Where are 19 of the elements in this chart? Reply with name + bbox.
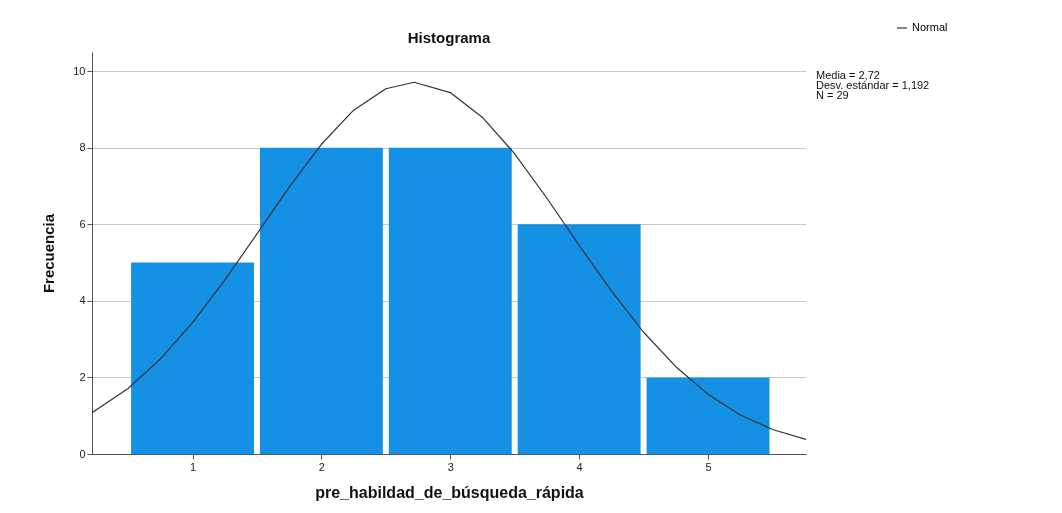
x-tick-label: 5 bbox=[705, 460, 712, 473]
legend-label: Normal bbox=[912, 21, 948, 33]
x-tick-label: 2 bbox=[318, 460, 325, 473]
y-tick-label: 4 bbox=[79, 294, 86, 307]
y-tick-label: 6 bbox=[79, 217, 86, 230]
chart-title: Histograma bbox=[407, 29, 491, 46]
x-axis-title: pre_habildad_de_búsqueda_rápida bbox=[315, 483, 584, 501]
y-axis-title: Frecuencia bbox=[40, 213, 58, 294]
text: Media = 2,72 bbox=[816, 69, 880, 81]
x-tick-label: 1 bbox=[189, 460, 197, 473]
line-series bbox=[92, 81, 806, 441]
y-tick-label: 10 bbox=[73, 64, 86, 77]
x-tick-label: 4 bbox=[576, 460, 583, 473]
y-tick-label: 2 bbox=[79, 370, 86, 383]
y-tick-label: 8 bbox=[79, 141, 86, 154]
text: Desv. estándar = 1,192 bbox=[816, 79, 930, 91]
x-tick-label: 3 bbox=[447, 460, 454, 473]
y-tick-label: 0 bbox=[79, 447, 86, 460]
text: N = 29 bbox=[816, 89, 849, 101]
